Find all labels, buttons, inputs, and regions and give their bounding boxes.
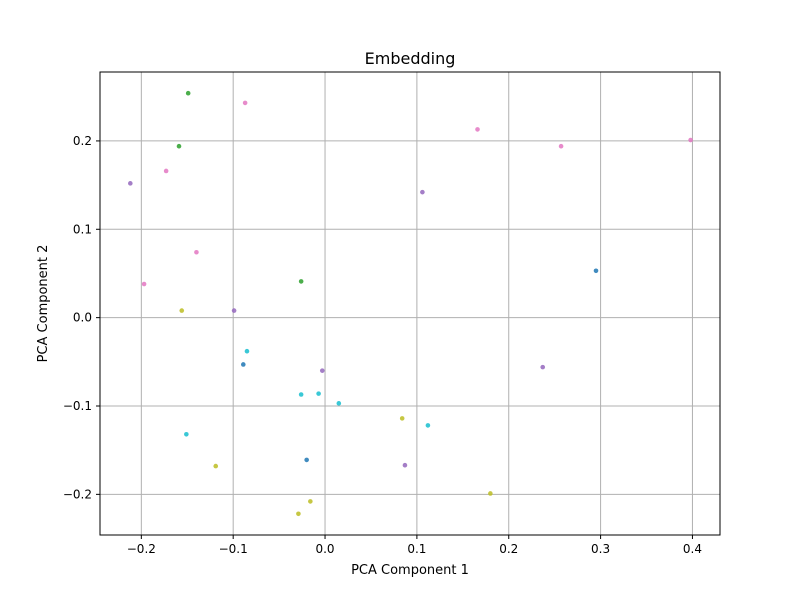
data-point [176,143,182,149]
data-point [402,462,408,468]
data-point [296,511,301,517]
grid-lines [100,72,720,535]
y-tick-label: −0.1 [63,399,92,413]
data-point [319,368,325,373]
x-tick-label: 0.1 [407,542,426,556]
data-point [316,391,321,396]
data-point [304,457,309,463]
y-tick-label: 0.1 [73,222,92,236]
data-point [298,392,304,397]
data-point [475,127,480,132]
chart-title: Embedding [365,49,456,68]
data-point [185,90,191,96]
data-point [240,362,246,367]
y-tick-label: 0.0 [73,311,92,325]
x-tick-label: 0.4 [683,542,702,556]
axes-frame [99,71,721,536]
data-point [242,100,248,106]
data-point [298,279,304,284]
data-point [231,308,237,313]
data-point [593,268,599,274]
data-point [194,249,199,255]
y-axis-ticks: −0.2 −0.1 0.0 0.1 0.2 [63,134,100,501]
data-point [244,348,250,354]
x-axis-ticks: −0.2 −0.1 0.0 0.1 0.2 0.3 0.4 [127,535,702,556]
x-tick-label: 0.3 [591,542,610,556]
data-point [184,431,189,437]
x-axis-label: PCA Component 1 [351,563,469,578]
data-point [558,143,564,149]
data-point [213,463,219,469]
plot-area [100,72,720,535]
data-point [688,137,693,143]
x-tick-label: −0.2 [127,542,156,556]
data-point [425,423,431,428]
y-tick-label: 0.2 [73,134,92,148]
data-point [488,491,493,496]
data-point [540,364,546,370]
data-points [128,90,693,517]
y-tick-label: −0.2 [63,487,92,501]
data-point [163,168,169,174]
x-tick-label: −0.1 [219,542,248,556]
data-point [179,308,185,313]
y-axis-label: PCA Component 2 [36,245,51,363]
data-point [308,499,313,504]
data-point [128,181,133,186]
data-point [420,189,425,195]
data-point [336,401,342,406]
data-point [141,281,147,287]
data-point [399,416,405,421]
x-tick-label: 0.2 [499,542,518,556]
x-tick-label: 0.0 [315,542,334,556]
